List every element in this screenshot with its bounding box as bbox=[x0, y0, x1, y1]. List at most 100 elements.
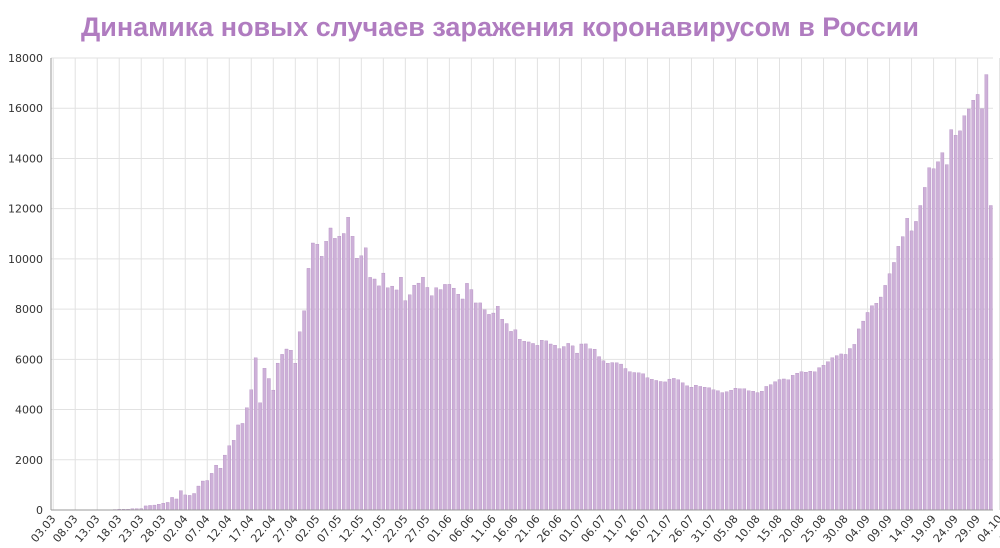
bar bbox=[341, 233, 346, 511]
bar bbox=[293, 363, 298, 511]
bar bbox=[526, 341, 531, 511]
bar bbox=[680, 382, 685, 511]
bar bbox=[544, 340, 548, 511]
bar bbox=[667, 378, 672, 511]
bar bbox=[676, 379, 680, 511]
bar bbox=[170, 497, 174, 511]
chart-title: Динамика новых случаев заражения коронав… bbox=[81, 12, 919, 42]
bar bbox=[509, 331, 513, 511]
bar bbox=[795, 373, 799, 511]
bar bbox=[967, 108, 971, 511]
bar bbox=[328, 227, 333, 511]
bar bbox=[606, 363, 610, 511]
bar bbox=[971, 100, 975, 511]
bar bbox=[214, 464, 218, 511]
bar bbox=[258, 402, 262, 511]
bar bbox=[148, 505, 152, 511]
y-tick-label: 2000 bbox=[15, 454, 43, 467]
bar bbox=[333, 238, 337, 511]
bar bbox=[610, 362, 614, 511]
bar bbox=[835, 355, 839, 511]
y-tick-label: 18000 bbox=[8, 52, 43, 65]
bar bbox=[857, 328, 861, 511]
bar bbox=[672, 378, 676, 511]
bar bbox=[830, 357, 835, 511]
bar bbox=[271, 389, 276, 511]
bar bbox=[553, 345, 557, 511]
y-tick-label: 0 bbox=[36, 504, 43, 517]
bar bbox=[614, 362, 619, 511]
bar bbox=[421, 277, 425, 511]
bar bbox=[447, 284, 452, 511]
bar bbox=[381, 272, 386, 511]
bar bbox=[628, 371, 632, 511]
x-axis-ticks: 03.0308.0313.0318.0323.0328.0302.0407.04… bbox=[28, 513, 1000, 545]
bar bbox=[751, 391, 755, 511]
bar bbox=[901, 236, 905, 511]
bar bbox=[870, 305, 874, 511]
y-axis-ticks: 0 2000 4000 6000 8000 10000 12000 14000 16000 180… bbox=[8, 52, 43, 517]
bar bbox=[482, 309, 487, 511]
bar bbox=[755, 392, 760, 511]
bar bbox=[914, 221, 918, 511]
bar bbox=[975, 94, 980, 511]
bar bbox=[804, 372, 808, 511]
y-tick-label: 12000 bbox=[8, 203, 43, 216]
bar bbox=[953, 135, 958, 511]
bar bbox=[817, 367, 821, 511]
bar bbox=[143, 505, 148, 511]
bar bbox=[179, 490, 183, 511]
bar bbox=[663, 381, 667, 511]
bar bbox=[579, 343, 584, 511]
bar bbox=[812, 371, 817, 511]
bar bbox=[240, 423, 245, 511]
bar bbox=[491, 312, 496, 511]
bar bbox=[359, 255, 364, 511]
bar bbox=[566, 343, 570, 511]
bar bbox=[760, 391, 764, 511]
bar bbox=[412, 285, 416, 511]
bar bbox=[425, 287, 430, 511]
bar bbox=[465, 283, 469, 511]
bar bbox=[434, 287, 438, 511]
bar bbox=[632, 372, 636, 511]
bar bbox=[707, 387, 711, 511]
bar bbox=[363, 247, 368, 511]
bar bbox=[253, 357, 258, 511]
bar bbox=[161, 503, 165, 511]
bar bbox=[597, 356, 601, 511]
bar bbox=[518, 339, 522, 511]
bar bbox=[548, 343, 553, 511]
y-tick-label: 8000 bbox=[15, 303, 43, 316]
bar bbox=[724, 391, 729, 511]
bar bbox=[280, 354, 284, 511]
bar bbox=[165, 502, 170, 511]
bar bbox=[284, 348, 289, 511]
bar bbox=[562, 346, 566, 511]
bar bbox=[504, 323, 509, 511]
bar bbox=[267, 378, 271, 511]
bar bbox=[209, 473, 214, 511]
bar bbox=[685, 385, 689, 511]
bar bbox=[205, 480, 209, 511]
y-tick-label: 16000 bbox=[8, 102, 43, 115]
bar bbox=[799, 371, 804, 511]
bar bbox=[839, 353, 843, 511]
bar bbox=[355, 258, 359, 511]
bar bbox=[984, 74, 989, 511]
bar bbox=[645, 377, 650, 511]
bar bbox=[227, 445, 232, 511]
bar bbox=[231, 440, 236, 511]
bar bbox=[790, 375, 795, 511]
bar bbox=[694, 385, 698, 511]
bar bbox=[927, 167, 931, 511]
bar bbox=[861, 320, 865, 511]
bars bbox=[51, 74, 993, 511]
y-tick-label: 4000 bbox=[15, 404, 43, 417]
bar bbox=[368, 277, 372, 511]
bar bbox=[557, 348, 562, 511]
bar bbox=[764, 386, 769, 511]
bar bbox=[460, 298, 465, 511]
bar bbox=[777, 379, 782, 511]
